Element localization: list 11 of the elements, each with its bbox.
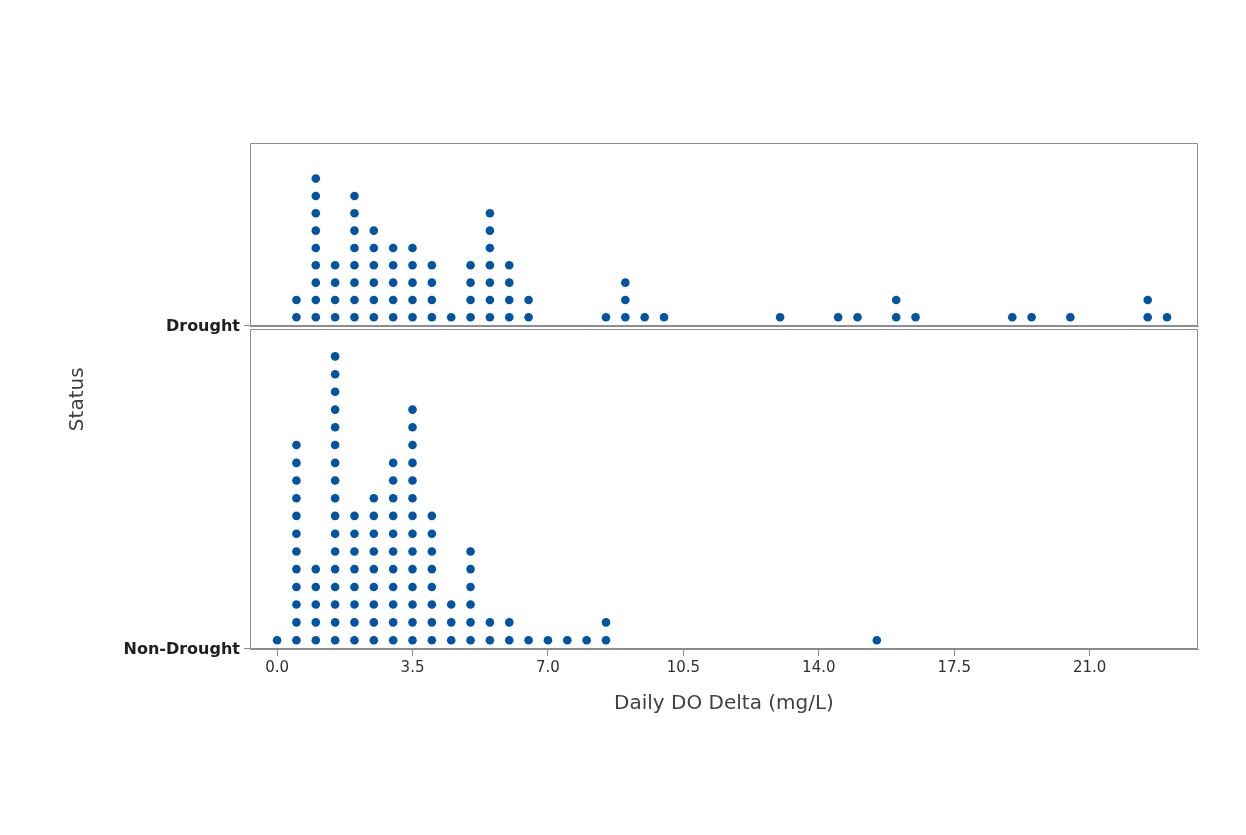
x-tick-label: 17.5 xyxy=(937,657,971,676)
x-tick-label: 0.0 xyxy=(265,657,290,676)
x-tick-label: 7.0 xyxy=(536,657,560,676)
x-tick-label: 14.0 xyxy=(802,657,836,676)
text: Drought xyxy=(165,315,241,335)
x-tick-label: 21.0 xyxy=(1072,657,1107,676)
x-axis-title: Daily DO Delta (mg/L) xyxy=(614,690,834,715)
x-tick-label: 10.5 xyxy=(666,657,701,676)
y-axis-title: Status xyxy=(64,367,89,432)
x-tick-label: 3.5 xyxy=(400,657,425,676)
text: Non-Drought xyxy=(123,638,241,658)
